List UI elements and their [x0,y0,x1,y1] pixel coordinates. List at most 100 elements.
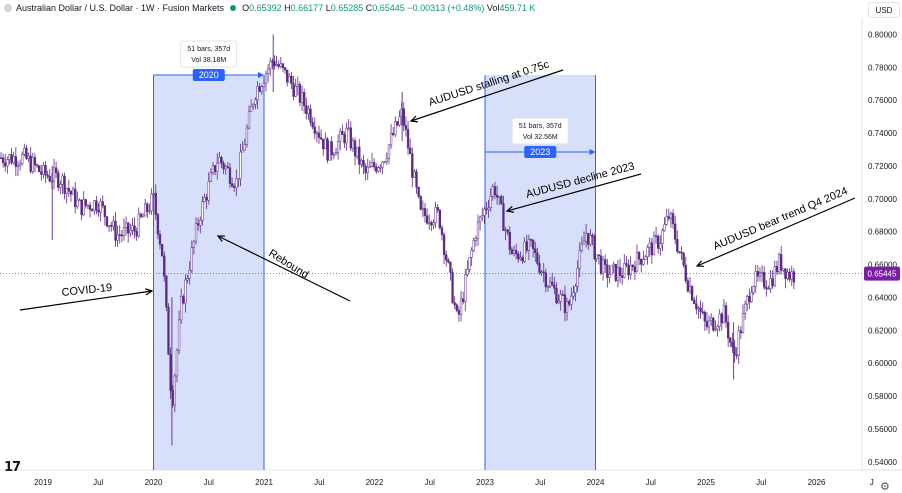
candle-body [120,234,123,237]
candle-body [317,132,321,138]
candle-body [559,294,562,302]
candle-body [288,75,291,83]
candle-body [597,254,600,257]
last-price-tag [864,266,900,281]
candle-body [180,296,183,321]
candle-body [481,215,484,218]
candle-body [468,257,471,270]
candle-body [65,188,68,194]
candle-body [31,157,34,172]
volume-value: 459.71 K [499,3,536,13]
y-tick-label: 0.64000 [868,293,897,302]
candle-body [129,229,132,234]
candle-body [449,261,452,273]
candle-body [674,223,677,240]
candle-body [258,86,261,92]
candle-body [601,259,605,274]
range-label-bg [192,69,225,81]
candle-body [606,264,609,278]
x-tick-label: J [870,478,874,487]
candle-body [652,235,656,256]
candle-body [379,166,382,169]
candle-body [322,138,325,150]
candle-body [182,296,185,304]
candle-body [536,252,539,264]
y-tick-label: 0.70000 [868,195,897,204]
bear-arrow-head [695,260,705,267]
decline-arrow-head [505,205,514,213]
candle-body [616,267,620,281]
candle-body [135,231,138,237]
candle-body [671,213,675,225]
candle-body [315,132,319,135]
candle-body [150,193,153,212]
covid-arrow-line [19,290,153,311]
candle-body [618,267,622,276]
candle-body [697,307,700,310]
candle-body [385,157,388,162]
candle-body [292,83,295,97]
candle-body [186,278,189,281]
gear-icon[interactable]: ⚙ [880,481,890,493]
candle-body [233,186,236,188]
change-value: −0.00313 (+0.48%) [407,3,485,13]
candle-body [175,350,179,377]
candle-body [394,121,397,136]
candle-body [326,138,329,161]
candle-body [790,271,793,280]
candle-body [107,225,111,227]
tradingview-logo-icon[interactable]: 17 [4,460,21,475]
candle-body [498,196,501,198]
candle-body [254,99,257,105]
candle-body [553,284,556,289]
ohlc-readout: O0.65392 H0.66177 L0.65285 C0.65445 −0.0… [242,3,535,13]
range-volume-label: Vol 38.18M [191,57,226,64]
candle-body [546,286,550,288]
candle-body [74,188,77,208]
candle-body [222,162,225,170]
candle-body [165,275,168,308]
candle-body [10,154,13,164]
candle-body [680,251,683,254]
candle-body [686,280,690,292]
candle-body [748,296,751,303]
candle-body [156,214,160,235]
candle-body [587,232,590,245]
candle-body [434,207,437,223]
candle-body [472,240,475,251]
candle-body [746,296,749,305]
symbol-title[interactable]: Australian Dollar / U.S. Dollar · 1W · F… [16,3,225,13]
candle-body [739,330,743,334]
candle-body [144,203,147,217]
range-info-box [180,40,238,68]
candle-body [256,86,259,100]
candle-body [319,137,323,140]
last-price-label: 0.65445 [868,270,897,279]
currency-button[interactable]: USD [868,2,900,18]
candle-body [381,161,384,168]
candle-body [216,162,219,172]
y-tick-label: 0.58000 [868,392,897,401]
candle-body [707,320,711,328]
candle-body [743,303,747,314]
candle-body [515,250,518,255]
candle-body [160,244,164,257]
candle-body [356,146,359,157]
candle-body [470,250,473,258]
stalling-arrow-line [410,69,564,122]
candle-body [404,125,408,130]
candle-body [35,164,39,167]
candle-body [97,210,100,213]
candle-body [101,201,104,207]
candle-body [241,149,244,153]
candle-body [415,171,418,188]
candle-body [194,223,198,242]
candle-body [478,216,482,223]
candle-body [61,175,64,185]
candle-body [712,317,715,331]
candle-body [561,294,564,296]
candle-body [411,153,414,178]
candle-body [769,278,772,289]
candle-body [667,216,670,219]
